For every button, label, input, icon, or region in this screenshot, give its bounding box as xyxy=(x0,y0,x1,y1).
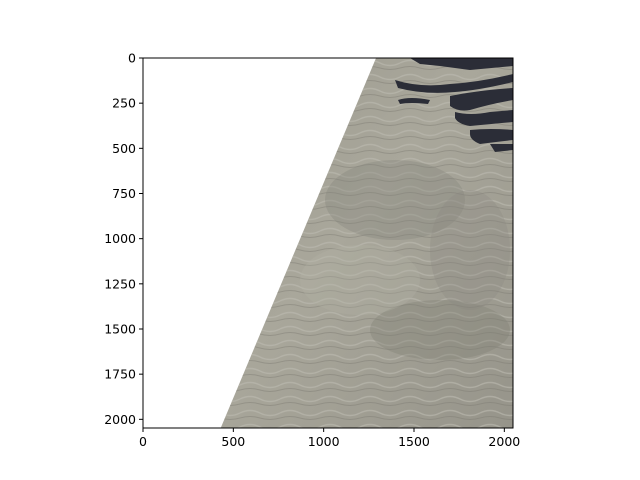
axes-frame xyxy=(142,57,514,429)
x-tick-label: 0 xyxy=(139,434,147,449)
y-tick-label: 1500 xyxy=(104,321,136,336)
y-tick-label: 1250 xyxy=(104,276,136,291)
satellite-image xyxy=(220,58,513,428)
y-axis: 0 250 500 750 1000 1250 1500 1750 2000 xyxy=(104,51,143,427)
x-tick-label: 2000 xyxy=(488,434,520,449)
surface-texture xyxy=(220,58,513,428)
y-tick-label: 1000 xyxy=(104,231,136,246)
y-tick-label: 1750 xyxy=(104,367,136,382)
y-tick-label: 250 xyxy=(112,96,136,111)
x-axis: 0 500 1000 1500 2000 xyxy=(139,428,520,449)
shadow-patch xyxy=(370,300,510,360)
shadow-patch xyxy=(430,190,510,310)
x-tick-label: 1000 xyxy=(308,434,340,449)
x-tick-label: 500 xyxy=(221,434,245,449)
shadow-patch xyxy=(325,160,465,240)
dark-channels xyxy=(395,58,513,152)
y-tick-label: 500 xyxy=(112,141,136,156)
y-tick-label: 750 xyxy=(112,186,136,201)
x-tick-label: 1500 xyxy=(398,434,430,449)
y-tick-label: 0 xyxy=(128,51,136,66)
y-tick-label: 2000 xyxy=(104,412,136,427)
highlight-patch xyxy=(300,245,420,315)
